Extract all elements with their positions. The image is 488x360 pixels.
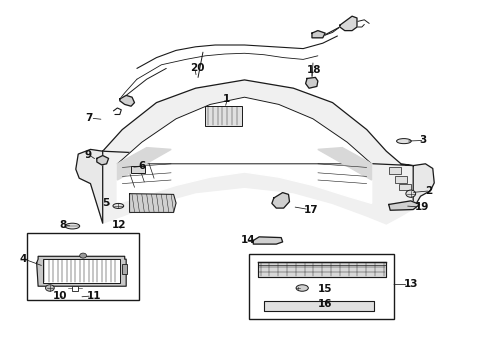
- Bar: [72, 286, 78, 291]
- Circle shape: [405, 190, 415, 197]
- Text: 18: 18: [306, 65, 321, 75]
- Bar: [394, 176, 407, 183]
- Bar: [249, 254, 393, 319]
- Polygon shape: [37, 256, 126, 286]
- Text: 13: 13: [403, 279, 417, 289]
- Text: 16: 16: [317, 299, 332, 309]
- Bar: [264, 301, 373, 311]
- Text: 1: 1: [222, 94, 229, 104]
- Bar: [398, 184, 410, 190]
- Text: 19: 19: [414, 202, 428, 212]
- Text: 10: 10: [53, 291, 67, 301]
- Text: 3: 3: [419, 135, 426, 145]
- Text: 4: 4: [20, 254, 27, 264]
- Ellipse shape: [396, 139, 410, 144]
- Polygon shape: [97, 156, 108, 165]
- Text: 9: 9: [84, 150, 91, 160]
- Text: 11: 11: [87, 291, 102, 301]
- Text: 5: 5: [102, 198, 109, 208]
- Circle shape: [45, 285, 54, 291]
- Polygon shape: [388, 201, 419, 210]
- Bar: [131, 166, 144, 173]
- Text: 7: 7: [85, 113, 93, 123]
- Bar: [388, 167, 400, 174]
- Text: 15: 15: [317, 284, 332, 294]
- Text: 20: 20: [189, 63, 204, 73]
- Polygon shape: [339, 16, 356, 31]
- Ellipse shape: [295, 285, 307, 291]
- Circle shape: [80, 253, 86, 258]
- Polygon shape: [76, 149, 102, 223]
- Text: 2: 2: [425, 186, 432, 196]
- Polygon shape: [102, 80, 412, 224]
- Text: 8: 8: [60, 220, 67, 230]
- Bar: [43, 259, 120, 283]
- Ellipse shape: [113, 203, 123, 208]
- Ellipse shape: [65, 223, 80, 229]
- Text: 6: 6: [138, 161, 145, 171]
- Polygon shape: [317, 148, 371, 180]
- Polygon shape: [305, 77, 317, 88]
- Polygon shape: [117, 148, 171, 180]
- Polygon shape: [117, 97, 371, 203]
- Bar: [27, 233, 139, 300]
- Polygon shape: [129, 194, 176, 212]
- Polygon shape: [253, 237, 282, 244]
- Text: 14: 14: [240, 235, 255, 246]
- Bar: [122, 264, 127, 274]
- Text: 17: 17: [304, 204, 318, 215]
- Polygon shape: [120, 95, 134, 106]
- Text: 12: 12: [111, 220, 126, 230]
- Polygon shape: [412, 164, 433, 209]
- Polygon shape: [271, 193, 289, 208]
- Polygon shape: [311, 31, 325, 38]
- Bar: [205, 106, 242, 126]
- Polygon shape: [258, 262, 386, 277]
